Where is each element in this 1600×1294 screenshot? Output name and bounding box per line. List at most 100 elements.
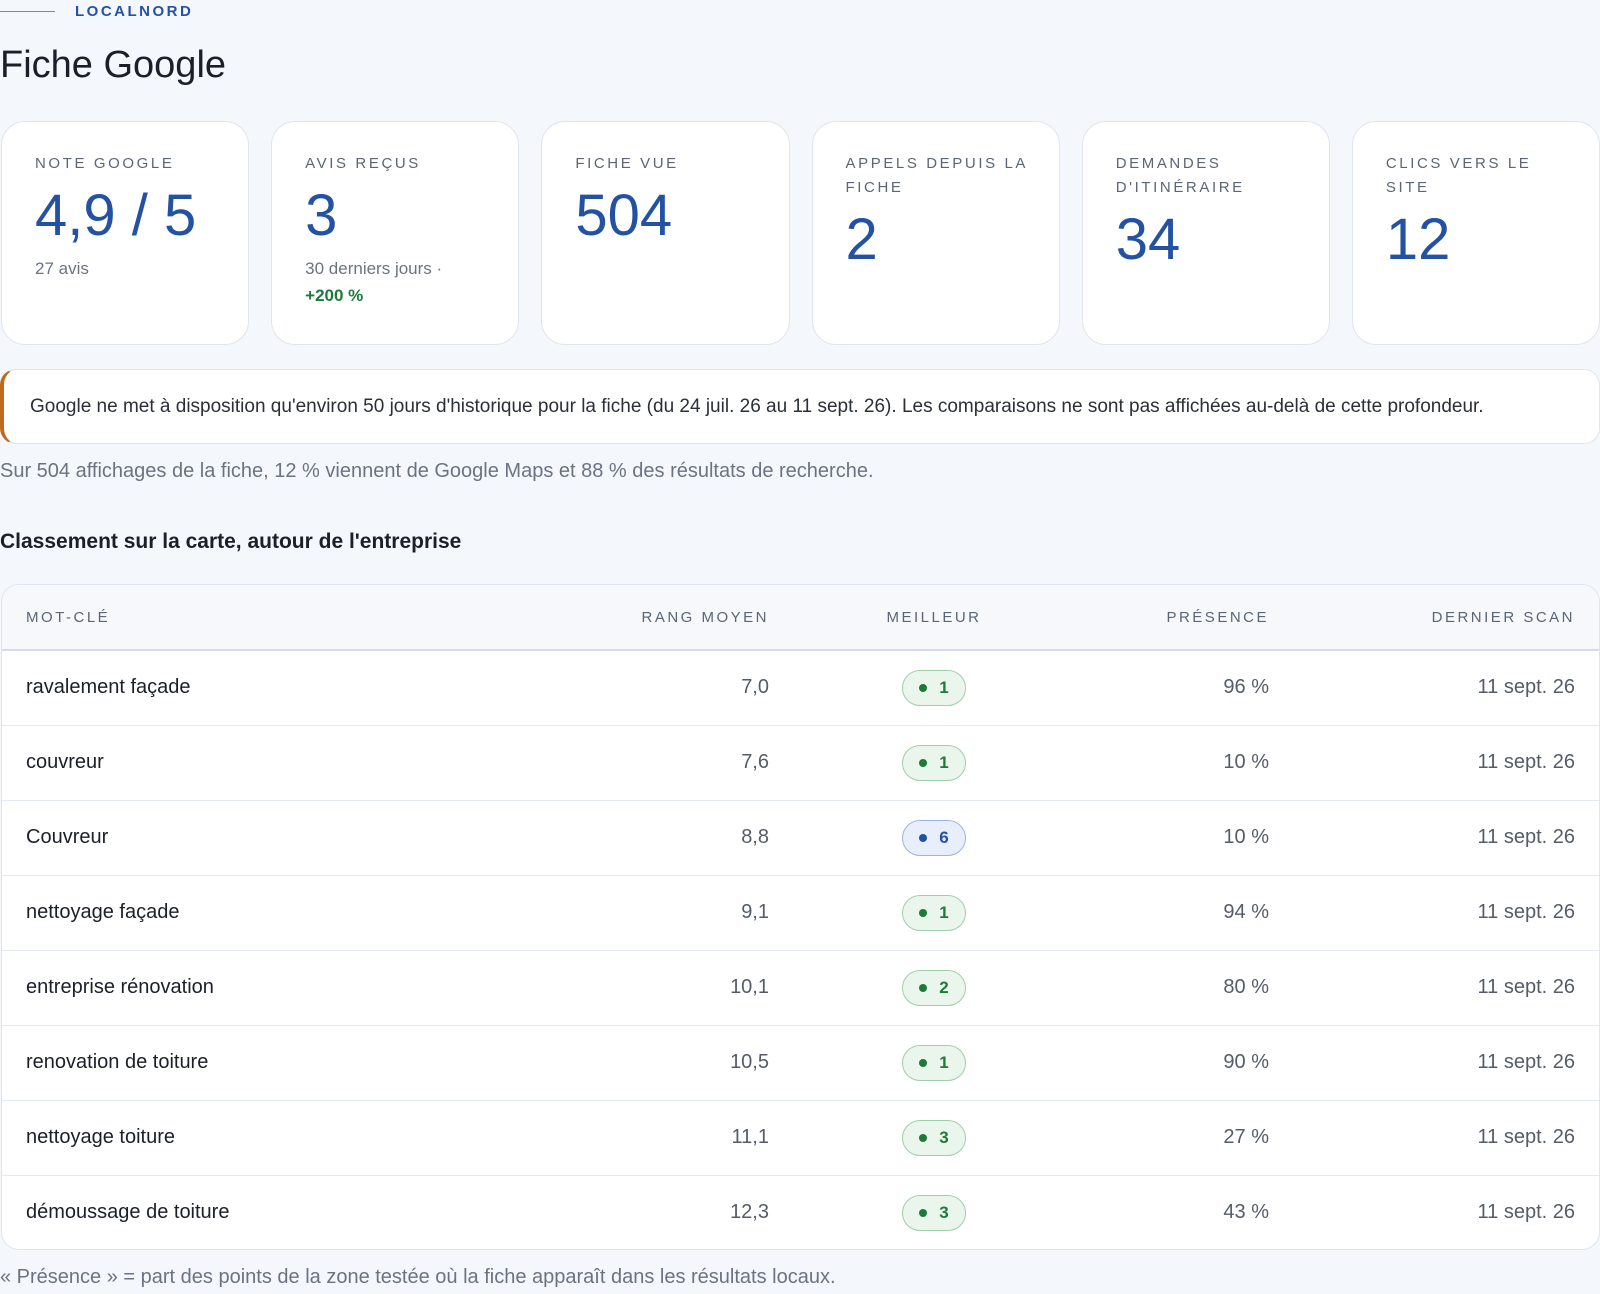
- last-scan-cell: 11 sept. 26: [1477, 1201, 1575, 1224]
- kpi-label: APPELS DEPUIS LA FICHE: [845, 155, 1028, 196]
- kpi-value: 4,9 / 5: [35, 183, 197, 248]
- best-rank-cell: 1: [769, 875, 1039, 951]
- keyword-cell: renovation de toiture: [2, 1025, 539, 1101]
- best-rank-cell: 1: [769, 1025, 1039, 1101]
- keyword-cell: couvreur: [2, 725, 539, 801]
- keyword-cell: démoussage de toiture: [26, 1201, 230, 1224]
- brand-header: LOCALNORD: [0, 0, 193, 22]
- status-dot-icon: [919, 758, 928, 767]
- kpi-label: CLICS VERS LE SITE: [1385, 155, 1532, 196]
- column-header-keyword[interactable]: MOT-CLÉ: [2, 585, 539, 651]
- avg-rank-cell: 9,1: [539, 875, 769, 951]
- best-rank-badge: 3: [902, 1194, 966, 1231]
- kpi-cards: NOTE GOOGLE 4,9 / 5 27 avis AVIS REÇUS 3…: [1, 121, 1600, 345]
- best-rank-value: 1: [939, 1052, 949, 1072]
- presence-cell: 94 %: [1039, 875, 1269, 951]
- kpi-card-reviews: AVIS REÇUS 3 30 derniers jours · +200 %: [271, 121, 520, 345]
- table-row[interactable]: Couvreur 8,8 6 10 % 11 sept. 26: [2, 800, 1599, 876]
- kpi-value: 2: [845, 207, 878, 272]
- keyword-cell: nettoyage toiture: [2, 1100, 539, 1176]
- table-row[interactable]: couvreur 7,6 1 10 % 11 sept. 26: [2, 725, 1599, 801]
- kpi-card-site-clicks: CLICS VERS LE SITE 12: [1351, 121, 1600, 345]
- best-rank-value: 1: [939, 902, 949, 922]
- best-rank-value: 2: [939, 977, 949, 997]
- best-rank-value: 1: [939, 752, 949, 772]
- notice-text: Google ne met à disposition qu'environ 5…: [30, 395, 1484, 417]
- presence-cell: 90 %: [1039, 1025, 1269, 1101]
- avg-rank-cell: 10,5: [539, 1025, 769, 1101]
- kpi-label: AVIS REÇUS: [305, 155, 421, 172]
- best-rank-badge: 1: [902, 894, 966, 931]
- table-row[interactable]: nettoyage toiture 11,1 3 27 % 11 sept. 26: [2, 1100, 1599, 1176]
- ranking-table-card: MOT-CLÉ RANG MOYEN MEILLEUR PRÉSENCE DER…: [1, 584, 1600, 1250]
- status-dot-icon: [919, 1058, 928, 1067]
- kpi-sub: 30 derniers jours ·: [305, 259, 443, 278]
- best-rank-value: 3: [939, 1202, 949, 1222]
- last-scan-cell: 11 sept. 26: [1269, 1100, 1599, 1176]
- last-scan-cell: 11 sept. 26: [1269, 950, 1599, 1026]
- brand-name: LOCALNORD: [75, 2, 194, 20]
- best-rank-cell: 3: [769, 1175, 1039, 1249]
- best-rank-cell: 3: [769, 1100, 1039, 1176]
- status-dot-icon: [919, 983, 928, 992]
- table-row[interactable]: nettoyage façade 9,1 1 94 % 11 sept. 26: [2, 875, 1599, 951]
- avg-rank-cell: 11,1: [539, 1100, 769, 1176]
- kpi-value: 12: [1385, 207, 1451, 272]
- best-rank-cell: 1: [769, 725, 1039, 801]
- table-row[interactable]: démoussage de toiture 12,3 3 43 % 11 sept. 2…: [2, 1175, 1599, 1249]
- avg-rank-cell: 7,0: [539, 650, 769, 726]
- table-row[interactable]: entreprise rénovation 10,1 2 80 % 11 sept. 2…: [2, 950, 1599, 1026]
- presence-cell: 43 %: [1223, 1201, 1269, 1224]
- presence-cell: 80 %: [1039, 950, 1269, 1026]
- avg-rank-cell: 12,3: [730, 1201, 769, 1224]
- presence-cell: 96 %: [1039, 650, 1269, 726]
- status-dot-icon: [919, 908, 928, 917]
- last-scan-cell: 11 sept. 26: [1269, 875, 1599, 951]
- kpi-card-views: FICHE VUE 504: [541, 121, 790, 345]
- page-title: Fiche Google: [0, 44, 227, 86]
- kpi-label: FICHE VUE: [575, 155, 679, 172]
- best-rank-value: 1: [939, 677, 949, 697]
- best-rank-value: 6: [939, 827, 949, 847]
- best-rank-badge: 6: [902, 819, 966, 856]
- status-dot-icon: [919, 1133, 928, 1142]
- best-rank-cell: 6: [769, 800, 1039, 876]
- keyword-cell: Couvreur: [2, 800, 539, 876]
- avg-rank-cell: 10,1: [539, 950, 769, 1026]
- last-scan-cell: 11 sept. 26: [1269, 1025, 1599, 1101]
- column-header-avg-rank[interactable]: RANG MOYEN: [539, 585, 769, 651]
- keyword-cell: nettoyage façade: [2, 875, 539, 951]
- best-rank-cell: 1: [769, 650, 1039, 726]
- status-dot-icon: [919, 1208, 928, 1217]
- avg-rank-cell: 7,6: [539, 725, 769, 801]
- section-title: Classement sur la carte, autour de l'ent…: [0, 530, 462, 553]
- column-header-best[interactable]: MEILLEUR: [769, 585, 1039, 651]
- kpi-label: NOTE GOOGLE: [35, 155, 175, 172]
- kpi-card-calls: APPELS DEPUIS LA FICHE 2: [811, 121, 1060, 345]
- kpi-card-rating: NOTE GOOGLE 4,9 / 5 27 avis: [1, 121, 250, 345]
- last-scan-cell: 11 sept. 26: [1269, 650, 1599, 726]
- status-dot-icon: [919, 683, 928, 692]
- presence-cell: 10 %: [1039, 800, 1269, 876]
- table-row[interactable]: ravalement façade 7,0 1 96 % 11 sept. 26: [2, 650, 1599, 726]
- best-rank-badge: 1: [902, 1044, 966, 1081]
- kpi-sub: 27 avis: [35, 259, 89, 278]
- avg-rank-cell: 8,8: [539, 800, 769, 876]
- kpi-delta: +200 %: [305, 286, 364, 305]
- keyword-cell: ravalement façade: [2, 650, 539, 726]
- best-rank-badge: 2: [902, 969, 966, 1006]
- best-rank-badge: 1: [902, 669, 966, 706]
- kpi-value: 504: [575, 183, 673, 248]
- column-header-presence[interactable]: PRÉSENCE: [1039, 585, 1269, 651]
- table-row[interactable]: renovation de toiture 10,5 1 90 % 11 sept. 2…: [2, 1025, 1599, 1101]
- presence-footnote: « Présence » = part des points de la zon…: [0, 1266, 836, 1288]
- best-rank-badge: 1: [902, 744, 966, 781]
- views-summary: Sur 504 affichages de la fiche, 12 % vie…: [0, 460, 874, 482]
- kpi-label: DEMANDES D'ITINÉRAIRE: [1115, 155, 1245, 196]
- presence-cell: 27 %: [1039, 1100, 1269, 1176]
- last-scan-cell: 11 sept. 26: [1269, 725, 1599, 801]
- column-header-last-scan[interactable]: DERNIER SCAN: [1269, 585, 1599, 651]
- status-dot-icon: [919, 833, 928, 842]
- best-rank-badge: 3: [902, 1119, 966, 1156]
